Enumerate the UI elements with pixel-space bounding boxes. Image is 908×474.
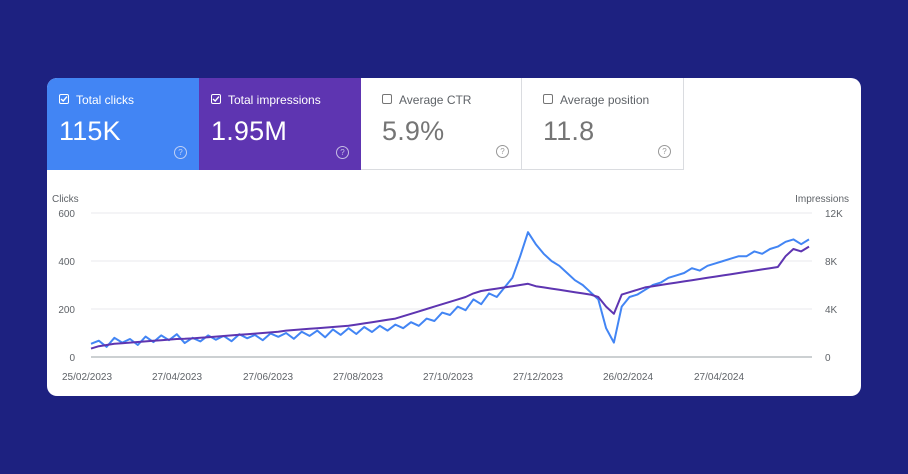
checkbox-unchecked-icon[interactable] <box>543 94 553 104</box>
metric-value: 115K <box>59 116 121 146</box>
help-icon[interactable]: ? <box>336 146 349 159</box>
metric-label: Total clicks <box>76 93 135 107</box>
x-tick-label: 27/12/2023 <box>513 372 563 383</box>
left-tick-label: 600 <box>58 209 75 220</box>
x-tick-label: 27/04/2024 <box>694 372 744 383</box>
x-tick-label: 27/06/2023 <box>243 372 293 383</box>
performance-chart: Clicks Impressions 0 0 200 4K 400 8K 600 12K 25/… <box>52 194 849 383</box>
x-tick-label: 25/02/2023 <box>62 372 112 383</box>
metric-label: Average CTR <box>399 93 472 107</box>
chart-grid <box>91 212 812 358</box>
right-tick-label: 0 <box>825 353 831 364</box>
chart-ticks: 0 0 200 4K 400 8K 600 12K 25/02/2023 27/04/2023 27… <box>58 209 843 383</box>
help-icon[interactable]: ? <box>658 145 671 158</box>
left-tick-label: 400 <box>58 257 75 268</box>
help-icon[interactable]: ? <box>174 146 187 159</box>
series-line-total-impressions <box>90 245 810 350</box>
metric-total-clicks[interactable]: Total clicks 115K ? <box>47 78 199 170</box>
left-axis-label: Clicks <box>52 194 79 205</box>
chart-lines <box>90 231 810 350</box>
metric-total-impressions[interactable]: Total impressions 1.95M ? <box>199 78 361 170</box>
metric-average-position[interactable]: Average position 11.8 ? <box>522 78 684 170</box>
left-tick-label: 0 <box>69 353 75 364</box>
x-tick-label: 27/08/2023 <box>333 372 383 383</box>
checkbox-checked-icon[interactable] <box>211 94 221 104</box>
right-tick-label: 8K <box>825 257 838 268</box>
series-line-total-clicks <box>90 231 810 348</box>
checkbox-unchecked-icon[interactable] <box>382 94 392 104</box>
metric-value: 11.8 <box>543 116 595 146</box>
metric-value: 5.9% <box>382 116 445 146</box>
left-tick-label: 200 <box>58 305 75 316</box>
performance-card: Total clicks 115K ? Total impressions 1.… <box>47 78 861 396</box>
metric-value: 1.95M <box>211 116 288 146</box>
x-tick-label: 26/02/2024 <box>603 372 653 383</box>
checkbox-checked-icon[interactable] <box>59 94 69 104</box>
help-icon[interactable]: ? <box>496 145 509 158</box>
x-tick-label: 27/04/2023 <box>152 372 202 383</box>
right-axis-label: Impressions <box>795 194 849 205</box>
right-tick-label: 4K <box>825 305 838 316</box>
x-tick-label: 27/10/2023 <box>423 372 473 383</box>
right-tick-label: 12K <box>825 209 843 220</box>
metric-label: Average position <box>560 93 650 107</box>
metric-tabs: Total clicks 115K ? Total impressions 1.… <box>47 78 684 170</box>
metric-average-ctr[interactable]: Average CTR 5.9% ? <box>361 78 522 170</box>
metric-label: Total impressions <box>228 93 321 107</box>
